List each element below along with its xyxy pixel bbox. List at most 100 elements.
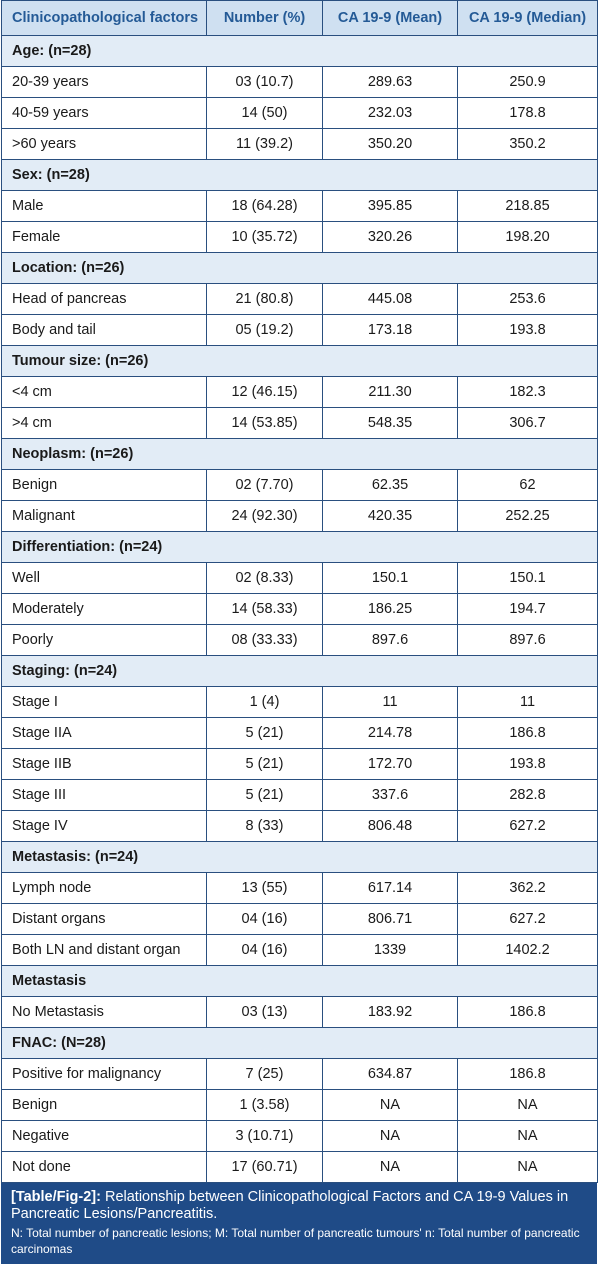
cell-median: 252.25 [457, 500, 598, 532]
cell-median: 194.7 [457, 593, 598, 625]
cell-median: 306.7 [457, 407, 598, 439]
cell-mean: 634.87 [322, 1058, 458, 1090]
table-row: Moderately 14 (58.33) 186.25 194.7 [1, 593, 598, 625]
cell-median: 350.2 [457, 128, 598, 160]
cell-factor: Not done [1, 1151, 207, 1183]
header-number: Number (%) [206, 0, 323, 36]
cell-mean: NA [322, 1151, 458, 1183]
cell-factor: Well [1, 562, 207, 594]
cell-mean: 186.25 [322, 593, 458, 625]
cell-median: 1402.2 [457, 934, 598, 966]
cell-mean: 214.78 [322, 717, 458, 749]
section-row: Metastasis: (n=24) [1, 841, 598, 873]
cell-mean: 445.08 [322, 283, 458, 315]
section-row: Staging: (n=24) [1, 655, 598, 687]
section-row: Sex: (n=28) [1, 159, 598, 191]
cell-number: 10 (35.72) [206, 221, 323, 253]
cell-mean: 183.92 [322, 996, 458, 1028]
table-body: Age: (n=28) 20-39 years 03 (10.7) 289.63 250… [1, 35, 598, 1183]
cell-number: 5 (21) [206, 717, 323, 749]
table-row: Female 10 (35.72) 320.26 198.20 [1, 221, 598, 253]
cell-factor: >60 years [1, 128, 207, 160]
table-row: Body and tail 05 (19.2) 173.18 193.8 [1, 314, 598, 346]
cell-median: NA [457, 1151, 598, 1183]
cell-mean: 337.6 [322, 779, 458, 811]
cell-median: 897.6 [457, 624, 598, 656]
cell-factor: Head of pancreas [1, 283, 207, 315]
table-row: >60 years 11 (39.2) 350.20 350.2 [1, 128, 598, 160]
cell-number: 03 (10.7) [206, 66, 323, 98]
cell-median: 11 [457, 686, 598, 718]
cell-factor: Stage III [1, 779, 207, 811]
cell-mean: 62.35 [322, 469, 458, 501]
cell-factor: Moderately [1, 593, 207, 625]
section-title: FNAC: (N=28) [1, 1027, 598, 1059]
table-row: 40-59 years 14 (50) 232.03 178.8 [1, 97, 598, 129]
cell-number: 08 (33.33) [206, 624, 323, 656]
cell-factor: Lymph node [1, 872, 207, 904]
header-factors: Clinicopathological factors [1, 0, 207, 36]
cell-number: 18 (64.28) [206, 190, 323, 222]
section-row: Differentiation: (n=24) [1, 531, 598, 563]
table-row: Positive for malignancy 7 (25) 634.87 186.8 [1, 1058, 598, 1090]
cell-factor: Poorly [1, 624, 207, 656]
table-row: Stage IIA 5 (21) 214.78 186.8 [1, 717, 598, 749]
table-row: No Metastasis 03 (13) 183.92 186.8 [1, 996, 598, 1028]
cell-median: NA [457, 1120, 598, 1152]
cell-median: 198.20 [457, 221, 598, 253]
cell-number: 11 (39.2) [206, 128, 323, 160]
table-row: Stage III 5 (21) 337.6 282.8 [1, 779, 598, 811]
cell-median: 362.2 [457, 872, 598, 904]
cell-mean: 211.30 [322, 376, 458, 408]
cell-median: 62 [457, 469, 598, 501]
cell-factor: Female [1, 221, 207, 253]
cell-number: 5 (21) [206, 779, 323, 811]
cell-mean: 1339 [322, 934, 458, 966]
cell-number: 12 (46.15) [206, 376, 323, 408]
cell-number: 14 (58.33) [206, 593, 323, 625]
cell-number: 1 (3.58) [206, 1089, 323, 1121]
cell-median: 627.2 [457, 810, 598, 842]
cell-number: 03 (13) [206, 996, 323, 1028]
cell-mean: 150.1 [322, 562, 458, 594]
cell-number: 14 (50) [206, 97, 323, 129]
cell-number: 21 (80.8) [206, 283, 323, 315]
table-row: Benign 1 (3.58) NA NA [1, 1089, 598, 1121]
section-row: Age: (n=28) [1, 35, 598, 67]
cell-mean: 320.26 [322, 221, 458, 253]
clinicopathological-table: Clinicopathological factors Number (%) C… [1, 0, 598, 1183]
cell-mean: 548.35 [322, 407, 458, 439]
header-median: CA 19-9 (Median) [457, 0, 598, 36]
caption-title: [Table/Fig-2]: Relationship between Clin… [11, 1189, 587, 1223]
cell-factor: 40-59 years [1, 97, 207, 129]
table-row: <4 cm 12 (46.15) 211.30 182.3 [1, 376, 598, 408]
cell-median: 150.1 [457, 562, 598, 594]
section-title: Metastasis: (n=24) [1, 841, 598, 873]
table-caption: [Table/Fig-2]: Relationship between Clin… [1, 1183, 597, 1264]
table-row: Stage IV 8 (33) 806.48 627.2 [1, 810, 598, 842]
cell-mean: 232.03 [322, 97, 458, 129]
cell-factor: Distant organs [1, 903, 207, 935]
cell-number: 04 (16) [206, 934, 323, 966]
cell-median: 193.8 [457, 314, 598, 346]
cell-factor: Benign [1, 469, 207, 501]
section-title: Age: (n=28) [1, 35, 598, 67]
cell-number: 7 (25) [206, 1058, 323, 1090]
cell-factor: Stage IIB [1, 748, 207, 780]
cell-mean: 806.71 [322, 903, 458, 935]
cell-median: 627.2 [457, 903, 598, 935]
table-row: Negative 3 (10.71) NA NA [1, 1120, 598, 1152]
header-row: Clinicopathological factors Number (%) C… [1, 0, 598, 36]
cell-mean: 173.18 [322, 314, 458, 346]
table-row: Both LN and distant organ 04 (16) 1339 1402… [1, 934, 598, 966]
section-title: Metastasis [1, 965, 598, 997]
cell-median: 186.8 [457, 1058, 598, 1090]
cell-number: 17 (60.71) [206, 1151, 323, 1183]
cell-mean: NA [322, 1089, 458, 1121]
cell-factor: Both LN and distant organ [1, 934, 207, 966]
section-row: Tumour size: (n=26) [1, 345, 598, 377]
cell-median: 193.8 [457, 748, 598, 780]
cell-factor: Body and tail [1, 314, 207, 346]
cell-mean: NA [322, 1120, 458, 1152]
